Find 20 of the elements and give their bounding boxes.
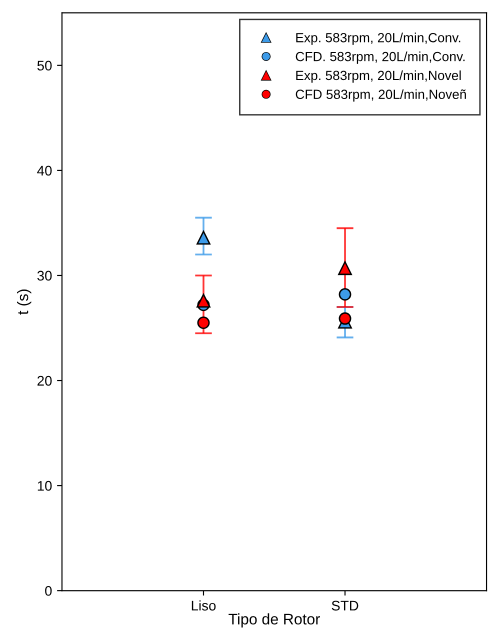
point <box>338 288 352 301</box>
x-axis-title: Tipo de Rotor <box>228 613 320 628</box>
y-tick-label: 0 <box>45 586 52 596</box>
legend-label: Exp. 583rpm, 20L/min,Novel <box>296 70 461 83</box>
y-tick-label: 30 <box>37 270 52 281</box>
legend-label: CFD. 583rpm, 20L/min,Conv. <box>296 52 465 64</box>
y-tick-label: 20 <box>38 376 52 386</box>
point <box>338 312 352 325</box>
x-tick-label: Liso <box>192 600 216 611</box>
legend-label: Exp. 583rpm, 20L/min,Conv. <box>296 32 460 45</box>
point <box>196 294 210 308</box>
y-tick-label: 50 <box>37 60 52 71</box>
point <box>196 230 210 245</box>
point <box>197 316 210 329</box>
x-tick-label: STD <box>332 600 358 611</box>
point <box>338 261 352 276</box>
y-tick-label: 10 <box>38 480 52 491</box>
y-tick-label: 40 <box>37 166 52 176</box>
legend-label: CFD 583rpm, 20L/min,Noveñ <box>296 89 466 102</box>
y-axis-title: t (s) <box>17 290 32 315</box>
